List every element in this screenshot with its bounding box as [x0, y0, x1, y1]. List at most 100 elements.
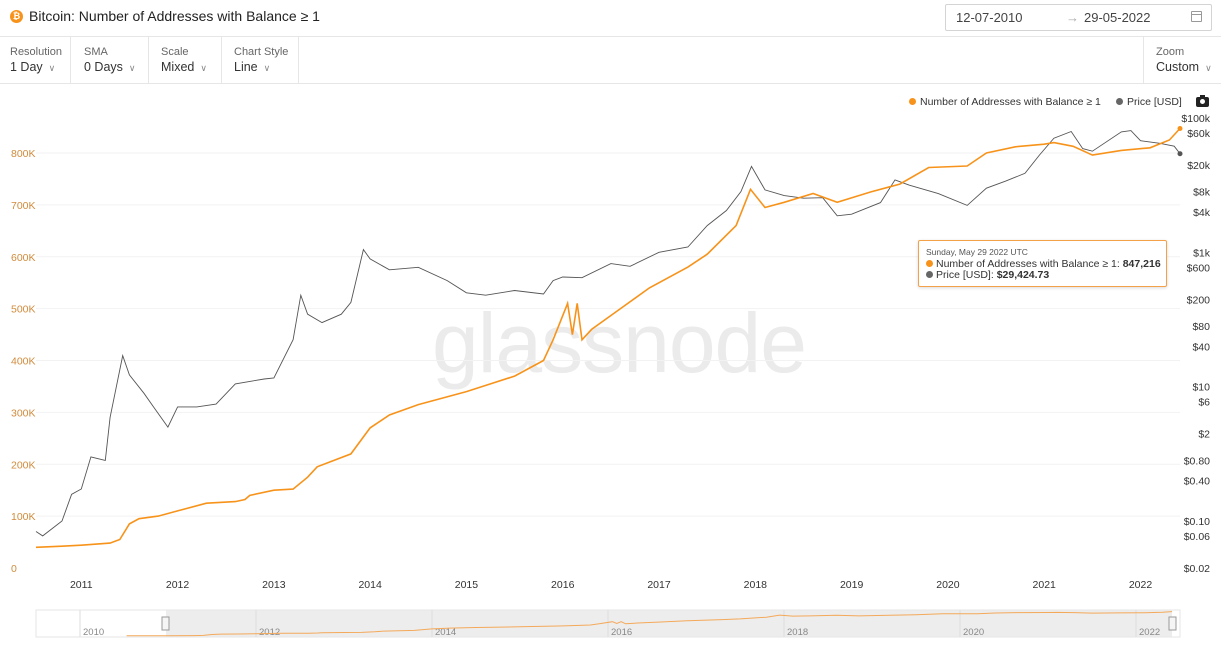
tooltip-date: Sunday, May 29 2022 UTC	[926, 247, 1028, 257]
x-tick-label: 2012	[166, 579, 190, 591]
y-right-tick-label: $600	[1187, 262, 1211, 274]
chevron-down-icon: ∨	[48, 63, 56, 73]
title-bar: ₿ Bitcoin: Number of Addresses with Bala…	[0, 0, 1221, 37]
chevron-down-icon: ∨	[263, 63, 271, 73]
y-right-tick-label: $1k	[1193, 247, 1211, 259]
tooltip-label-price: Price [USD]:	[936, 269, 994, 281]
x-tick-label: 2014	[358, 579, 382, 591]
bitcoin-icon: ₿	[10, 10, 23, 23]
resolution-value: 1 Day	[10, 60, 43, 74]
legend-label-addresses: Number of Addresses with Balance ≥ 1	[920, 96, 1101, 108]
gridlines	[36, 152, 1180, 517]
y-right-tick-label: $0.10	[1184, 516, 1210, 528]
watermark: glassnode	[432, 296, 807, 390]
date-from[interactable]: 12-07-2010	[956, 10, 1023, 25]
y-axis-right: $0.02 $0.06 $0.10 $0.40 $0.80 $2 $6 $10 $40 $80 $2…	[1181, 113, 1210, 575]
legend-item-price[interactable]: Price [USD]	[1116, 96, 1182, 108]
series-line-addresses	[35, 127, 1181, 549]
date-to[interactable]: 29-05-2022	[1084, 10, 1151, 25]
navigator-tick-label: 2016	[611, 627, 632, 638]
y-right-tick-label: $40	[1192, 341, 1210, 353]
series-line-price	[35, 130, 1181, 537]
y-left-tick-label: 500K	[11, 304, 36, 316]
tooltip: Sunday, May 29 2022 UTC Number of Addres…	[918, 240, 1167, 287]
chevron-down-icon: ∨	[128, 63, 136, 73]
navigator: 2010 2012 2014 2016 2018 2020 2022	[35, 609, 1181, 638]
y-right-tick-label: $8k	[1193, 187, 1211, 199]
navigator-tick-label: 2010	[83, 627, 104, 638]
y-left-tick-label: 100K	[11, 511, 36, 523]
navigator-handle-left	[161, 616, 170, 631]
resolution-label: Resolution	[10, 46, 62, 58]
y-right-tick-label: $0.02	[1184, 563, 1210, 575]
y-axis-left: 0 100K 200K 300K 400K 500K 600K 700K 800K	[11, 148, 36, 575]
y-right-tick-label: $200	[1187, 294, 1211, 306]
navigator-tick-label: 2012	[259, 627, 280, 638]
x-tick-label: 2016	[551, 579, 575, 591]
y-right-tick-label: $0.80	[1184, 455, 1210, 467]
y-right-tick-label: $6	[1198, 397, 1210, 409]
x-tick-label: 2015	[455, 579, 479, 591]
x-axis: 2011 2012 2013 2014 2015 2016 2017 2018 2019 2020…	[70, 579, 1152, 591]
navigator-series	[126, 611, 1173, 637]
x-tick-label: 2022	[1129, 579, 1153, 591]
chevron-down-icon: ∨	[200, 63, 207, 73]
chart-style-value: Line	[234, 60, 258, 74]
tooltip-row-addresses: Number of Addresses with Balance ≥ 1: 84…	[926, 258, 1161, 270]
tooltip-value-addresses: 847,216	[1122, 258, 1161, 270]
y-left-tick-label: 0	[11, 563, 17, 575]
calendar-icon[interactable]	[1191, 11, 1202, 22]
navigator-tick-label: 2014	[435, 627, 456, 638]
legend-dot	[1116, 98, 1123, 105]
y-left-tick-label: 300K	[11, 407, 36, 419]
scale-select[interactable]: Scale Mixed ∨	[149, 37, 222, 83]
y-left-tick-label: 600K	[11, 252, 36, 264]
navigator-tick-label: 2022	[1139, 627, 1160, 638]
x-tick-label: 2019	[840, 579, 864, 591]
x-tick-label: 2018	[744, 579, 768, 591]
hover-marker-addresses	[1177, 126, 1183, 132]
y-left-tick-label: 400K	[11, 356, 36, 368]
chart-style-select[interactable]: Chart Style Line ∨	[222, 37, 299, 83]
y-left-tick-label: 200K	[11, 459, 36, 471]
y-right-tick-label: $10	[1192, 382, 1210, 394]
y-right-tick-label: $0.06	[1184, 531, 1210, 543]
x-tick-label: 2020	[936, 579, 960, 591]
tooltip-row-price: Price [USD]: $29,424.73	[926, 269, 1049, 281]
sma-label: SMA	[84, 46, 108, 58]
x-tick-label: 2017	[647, 579, 671, 591]
navigator-tick-label: 2020	[963, 627, 984, 638]
x-tick-label: 2013	[262, 579, 286, 591]
zoom-value: Custom	[1156, 60, 1200, 74]
tooltip-value-price: $29,424.73	[996, 269, 1050, 281]
date-range-picker[interactable]: 12-07-2010 → 29-05-2022	[945, 4, 1212, 31]
y-right-tick-label: $100k	[1181, 113, 1210, 125]
camera-icon[interactable]	[1196, 95, 1209, 107]
legend-item-addresses[interactable]: Number of Addresses with Balance ≥ 1	[909, 96, 1101, 108]
arrow-right-icon: →	[1066, 10, 1079, 25]
scale-value: Mixed	[161, 60, 195, 74]
legend-dot	[909, 98, 916, 105]
zoom-select[interactable]: Zoom Custom ∨	[1143, 37, 1221, 83]
navigator-handle-right	[1168, 616, 1177, 631]
chevron-down-icon: ∨	[1205, 63, 1212, 73]
y-left-tick-label: 800K	[11, 148, 36, 160]
y-right-tick-label: $60k	[1187, 128, 1211, 140]
sma-value: 0 Days	[84, 60, 123, 74]
hover-marker-price	[1177, 151, 1183, 157]
chart-style-label: Chart Style	[234, 46, 289, 58]
scale-label: Scale	[161, 46, 189, 58]
y-right-tick-label: $4k	[1193, 207, 1211, 219]
x-tick-label: 2011	[70, 579, 93, 591]
y-right-tick-label: $80	[1192, 321, 1210, 333]
sma-select[interactable]: SMA 0 Days ∨	[71, 37, 149, 83]
tooltip-dot	[926, 260, 933, 267]
navigator-tick-label: 2018	[787, 627, 808, 638]
tooltip-label-addresses: Number of Addresses with Balance ≥ 1:	[936, 258, 1120, 270]
y-right-tick-label: $20k	[1187, 160, 1211, 172]
zoom-label: Zoom	[1156, 46, 1185, 58]
y-left-tick-label: 700K	[11, 200, 36, 212]
y-right-tick-label: $0.40	[1184, 476, 1210, 488]
resolution-select[interactable]: Resolution 1 Day ∨	[0, 37, 71, 83]
